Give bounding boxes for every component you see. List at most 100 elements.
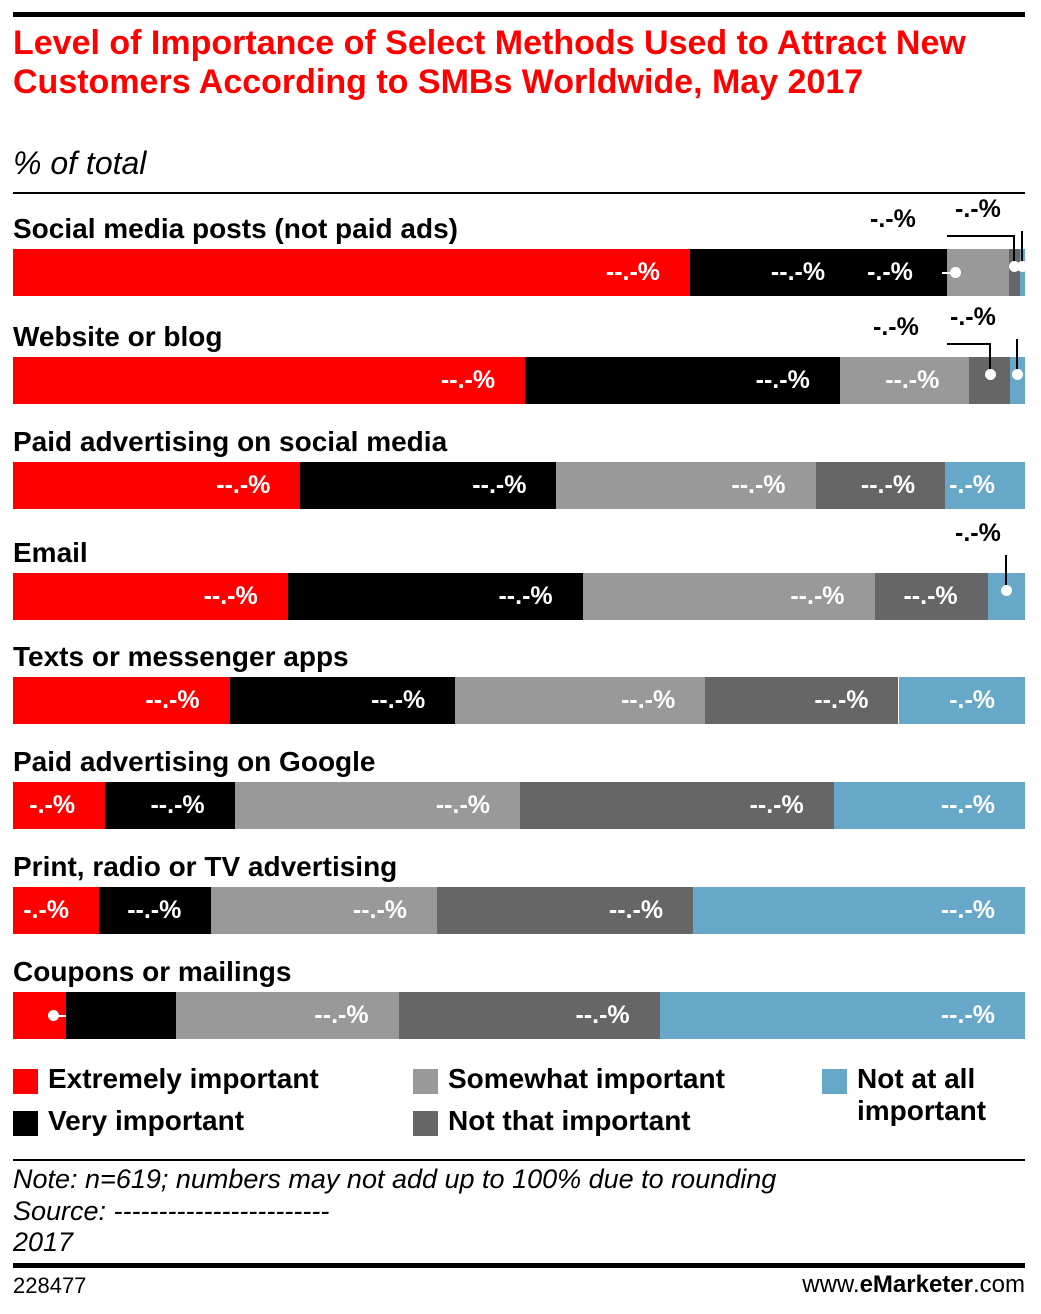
callout-line — [1005, 555, 1008, 589]
data-label: --.-% — [790, 582, 845, 610]
category-label: Social media posts (not paid ads) — [13, 213, 458, 244]
data-label: --.-% — [903, 582, 958, 610]
notes-rule — [13, 1159, 1025, 1161]
callout-line — [55, 1015, 68, 1017]
data-label: -.-% — [955, 519, 1001, 547]
data-label: -.-% — [873, 313, 919, 341]
data-label: --.-% — [145, 686, 200, 714]
bar-segment — [13, 573, 288, 620]
data-label: -.-% — [955, 195, 1001, 223]
callout-dot — [1017, 261, 1029, 272]
data-label: --.-% — [940, 791, 995, 819]
bar-segment — [839, 357, 970, 404]
data-label: --.-% — [608, 896, 664, 924]
category-label: Email — [13, 537, 88, 568]
bar-segment — [874, 573, 988, 620]
bar-segment — [1019, 249, 1025, 296]
brand-logo: www.eMarketer.com — [802, 1271, 1025, 1298]
bar-segment — [287, 573, 583, 620]
data-label: -.-% — [867, 258, 913, 286]
data-label: -.-% — [29, 791, 76, 819]
data-label: --.-% — [940, 1001, 995, 1029]
data-label: --.-% — [371, 686, 426, 714]
legend-label: Somewhat important — [448, 1063, 725, 1094]
bottom-rule — [13, 1263, 1025, 1268]
bar-segment — [175, 992, 399, 1039]
bar-segment — [13, 782, 106, 829]
bar-segment — [582, 573, 875, 620]
bar-segment — [690, 249, 948, 296]
bar-segment — [1008, 249, 1020, 296]
bar-segment — [13, 677, 230, 724]
legend-swatch — [13, 1069, 38, 1094]
bar-segment — [234, 782, 520, 829]
data-label: -.-% — [870, 205, 916, 233]
data-label: --.-% — [435, 791, 491, 819]
data-label: --.-% — [575, 1001, 630, 1029]
legend-swatch — [413, 1069, 438, 1094]
data-label: --.-% — [352, 896, 408, 924]
data-label: --.-% — [314, 1001, 369, 1029]
callout-line — [988, 343, 991, 373]
data-label: --.-% — [216, 471, 271, 499]
bar-segment — [693, 887, 1025, 934]
bar-segment — [99, 887, 212, 934]
bar-segment — [945, 462, 1025, 509]
bar-segment — [65, 992, 176, 1039]
bar-segment — [437, 887, 694, 934]
data-label: -.-% — [23, 896, 70, 924]
callout-dot — [984, 369, 996, 380]
header-rule — [13, 192, 1025, 194]
bar-segment — [300, 462, 557, 509]
legend-swatch — [13, 1111, 38, 1136]
chart-title: Level of Importance of Select Methods Us… — [13, 24, 966, 101]
bar-segment — [520, 782, 834, 829]
category-label: Paid advertising on Google — [13, 746, 376, 777]
bar-segment — [659, 992, 1025, 1039]
category-label: Coupons or mailings — [13, 956, 292, 987]
callout-line — [1021, 231, 1024, 265]
chart-id: 228477 — [13, 1273, 87, 1298]
callout-line — [1016, 339, 1019, 373]
legend-label: Very important — [48, 1105, 245, 1136]
callout-line — [947, 343, 990, 345]
callout-dot — [1012, 369, 1024, 380]
bar-segment — [13, 887, 100, 934]
bar-segment — [1009, 357, 1025, 404]
bar-segment — [833, 782, 1025, 829]
bar-segment — [105, 782, 235, 829]
legend-label: Extremely important — [48, 1063, 319, 1094]
legend-label: Not that important — [448, 1105, 691, 1136]
data-label: --.-% — [440, 366, 496, 394]
bar-segment — [13, 357, 526, 404]
legend-swatch — [822, 1069, 847, 1094]
bar-segment — [211, 887, 438, 934]
bar-segment — [525, 357, 840, 404]
chart-subtitle: % of total — [13, 145, 147, 181]
category-label: Print, radio or TV advertising — [13, 851, 398, 882]
bar-segment — [898, 677, 1025, 724]
bar-segment — [13, 249, 691, 296]
callout-dot — [1001, 585, 1013, 596]
bar-segment — [455, 677, 706, 724]
data-label: --.-% — [814, 686, 869, 714]
callout-dot — [1009, 261, 1021, 272]
data-label: -.-% — [949, 686, 995, 714]
callout-dot — [950, 267, 962, 278]
callout-line — [947, 235, 1015, 237]
data-label: --.-% — [472, 471, 527, 499]
data-label: --.-% — [150, 791, 205, 819]
data-label: --.-% — [498, 582, 553, 610]
data-label: --.-% — [749, 791, 804, 819]
source-year: 2017 — [13, 1227, 74, 1257]
data-label: -.-% — [950, 303, 996, 331]
callout-line — [1013, 235, 1016, 265]
bar-segment — [229, 677, 456, 724]
data-label: --.-% — [127, 896, 182, 924]
source-text: Source: ------------------------ — [13, 1196, 330, 1226]
category-label: Texts or messenger apps — [13, 641, 349, 672]
data-label: -.-% — [949, 471, 995, 499]
data-label: --.-% — [203, 582, 258, 610]
top-rule — [13, 12, 1025, 17]
data-label: --.-% — [885, 366, 940, 394]
